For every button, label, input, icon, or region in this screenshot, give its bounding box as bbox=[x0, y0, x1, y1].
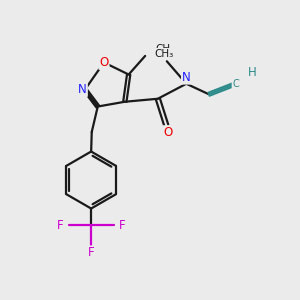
Text: CH₃: CH₃ bbox=[156, 44, 175, 54]
Text: O: O bbox=[99, 56, 109, 69]
Text: N: N bbox=[78, 83, 87, 96]
Text: F: F bbox=[57, 218, 64, 232]
Text: F: F bbox=[88, 246, 94, 260]
Text: H: H bbox=[248, 66, 257, 79]
Text: O: O bbox=[163, 126, 172, 139]
Text: C: C bbox=[232, 79, 239, 89]
Text: CH₃: CH₃ bbox=[154, 49, 173, 59]
Text: F: F bbox=[119, 218, 125, 232]
Text: N: N bbox=[182, 71, 191, 84]
